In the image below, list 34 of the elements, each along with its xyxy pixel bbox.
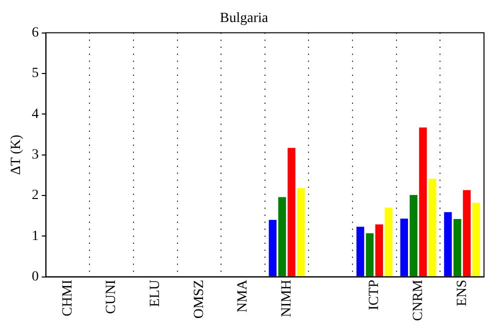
- bar: [278, 197, 286, 276]
- x-tick-label: NIMH: [279, 280, 294, 318]
- bar: [375, 224, 384, 276]
- y-axis-title: ΔT (K): [9, 134, 24, 175]
- bar: [366, 233, 374, 276]
- y-tick-label: 4: [32, 106, 39, 122]
- bar: [384, 208, 392, 276]
- bar: [444, 212, 452, 276]
- x-tick-label: CUNI: [104, 279, 120, 314]
- bar: [288, 148, 296, 276]
- y-tick-label: 0: [32, 269, 39, 284]
- y-tick-label: 1: [32, 228, 39, 244]
- y-tick-label: 3: [32, 147, 39, 162]
- x-tick-label: CHMI: [60, 279, 76, 316]
- bar: [454, 219, 462, 276]
- bar: [419, 128, 427, 276]
- x-tick-label: NMA: [236, 278, 251, 312]
- y-tick-label: 6: [32, 25, 39, 40]
- chart-title: Bulgaria: [220, 11, 269, 26]
- x-tick-label: ELU: [148, 280, 164, 307]
- x-tick-label: CNRM: [410, 279, 426, 321]
- bar: [472, 202, 480, 276]
- bar: [297, 188, 305, 276]
- bar: [462, 190, 471, 276]
- bar: [356, 226, 364, 276]
- y-tick-label: 2: [32, 188, 39, 204]
- bar: [428, 178, 436, 276]
- x-tick-label: ENS: [454, 280, 470, 306]
- x-tick-label: OMSZ: [192, 280, 207, 319]
- bar: [268, 220, 277, 276]
- y-tick-label: 5: [32, 66, 39, 82]
- bar: [400, 218, 408, 276]
- bar: [410, 195, 418, 276]
- x-tick-label: ICTP: [367, 280, 382, 310]
